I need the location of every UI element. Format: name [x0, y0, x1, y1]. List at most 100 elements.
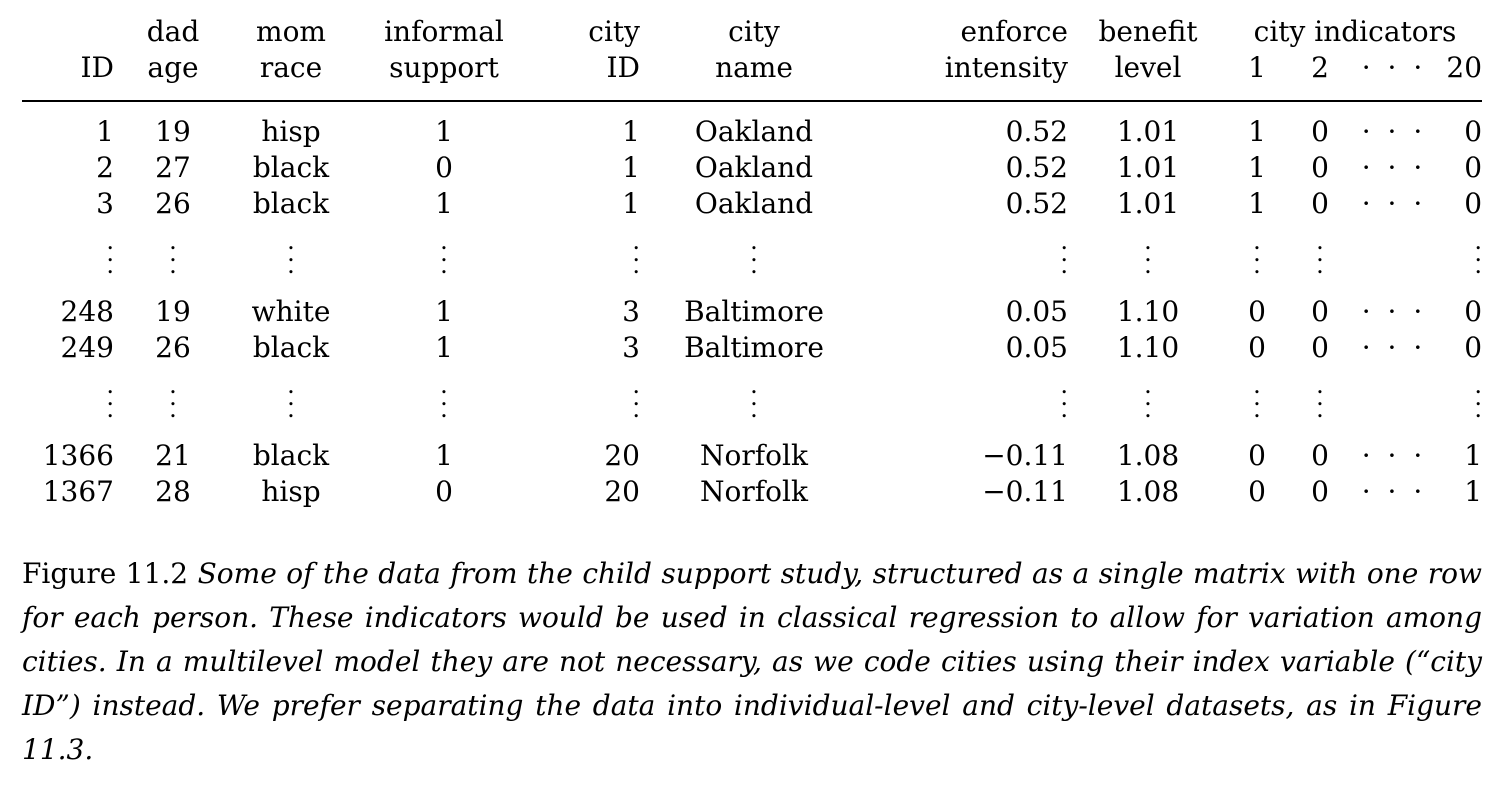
header-indicator-ellipsis: · · · — [1354, 50, 1434, 102]
cell-dad-age: 19 — [155, 295, 191, 328]
table-header: dad mom informal city city enforce benef… — [22, 14, 1483, 102]
vertical-dots-glyph: ... — [1474, 370, 1483, 423]
cell-indicator-2: 0 — [1311, 331, 1329, 364]
vertical-dots-glyph: ... — [1474, 226, 1483, 279]
cell-indicator-ellipsis: · · · — [1361, 475, 1427, 508]
cell-city-id: 1 — [622, 187, 640, 220]
cell-indicator-2: 0 — [1311, 295, 1329, 328]
cell-benefit-level: 1.08 — [1116, 475, 1180, 508]
header-enforce-top: enforce — [960, 15, 1068, 48]
cell-enforce-intensity: 0.52 — [1005, 151, 1068, 184]
vertical-dots-glyph: ... — [1253, 370, 1261, 423]
header-city-name-top: city — [728, 15, 780, 48]
cell-informal-support: 1 — [435, 439, 453, 472]
vertical-ellipsis: ... — [232, 366, 350, 438]
vertical-dots-glyph: ... — [287, 370, 295, 423]
cell-benefit-level: 1.08 — [1116, 439, 1180, 472]
cell-id: 3 — [96, 187, 114, 220]
vertical-dots-glyph: ... — [1316, 370, 1324, 423]
cell-informal-support: 1 — [435, 115, 453, 148]
cell-id: 248 — [60, 295, 114, 328]
ellipsis-row: ................................. — [22, 222, 1482, 294]
vertical-dots-glyph: ... — [440, 226, 448, 279]
vertical-dots-glyph: ... — [632, 370, 640, 423]
vertical-ellipsis: ... — [640, 222, 868, 294]
figure-caption: Figure 11.2 Some of the data from the ch… — [22, 552, 1482, 772]
vertical-dots-glyph: ... — [440, 370, 448, 423]
cell-benefit-level: 1.01 — [1116, 115, 1180, 148]
caption-label: Figure 11.2 — [22, 557, 189, 590]
ellipsis-row: ................................. — [22, 366, 1482, 438]
header-dad-top: dad — [146, 15, 200, 48]
cell-informal-support: 0 — [435, 475, 453, 508]
header-informal-top: informal — [384, 15, 504, 48]
cell-id: 1367 — [42, 475, 114, 508]
table-row: 2 27 black 0 1 Oakland 0.52 1.01 1 0 · · · 0 — [22, 150, 1482, 186]
vertical-ellipsis: ... — [350, 366, 538, 438]
header-city-top: city — [588, 15, 640, 48]
table-row: 248 19 white 1 3 Baltimore 0.05 1.10 0 0 · · · 0 — [22, 294, 1482, 330]
cell-city-name: Norfolk — [700, 439, 808, 472]
vertical-dots-glyph: ... — [1060, 370, 1068, 423]
data-table-container: dad mom informal city city enforce benef… — [22, 14, 1483, 510]
cell-indicator-1: 0 — [1248, 331, 1266, 364]
cell-dad-age: 19 — [155, 115, 191, 148]
empty-cell — [1354, 222, 1434, 294]
cell-indicator-20: 0 — [1464, 331, 1483, 364]
caption-text: Some of the data from the child support … — [22, 557, 1482, 766]
header-indicator-20: 20 — [1434, 50, 1483, 102]
cell-dad-age: 26 — [155, 331, 191, 364]
cell-city-id: 20 — [604, 439, 640, 472]
vertical-ellipsis: ... — [1434, 366, 1482, 438]
cell-city-name: Oakland — [694, 187, 814, 220]
cell-indicator-2: 0 — [1311, 475, 1329, 508]
vertical-ellipsis: ... — [868, 222, 1068, 294]
cell-informal-support: 1 — [435, 331, 453, 364]
cell-indicator-ellipsis: · · · — [1361, 115, 1427, 148]
header-city-indicators: city indicators — [1253, 15, 1457, 48]
table-row: 1 19 hisp 1 1 Oakland 0.52 1.01 1 0 · · · 0 — [22, 101, 1482, 150]
header-benefit-top: benefit — [1098, 15, 1198, 48]
vertical-dots-glyph: ... — [169, 226, 177, 279]
cell-mom-race: black — [252, 331, 330, 364]
cell-mom-race: hisp — [261, 115, 321, 148]
cell-dad-age: 27 — [155, 151, 191, 184]
header-benefit-level: level — [1068, 50, 1228, 102]
cell-mom-race: black — [252, 187, 330, 220]
cell-city-name: Oakland — [694, 115, 814, 148]
cell-indicator-20: 1 — [1464, 439, 1483, 472]
cell-indicator-ellipsis: · · · — [1361, 331, 1427, 364]
cell-indicator-ellipsis: · · · — [1361, 439, 1427, 472]
cell-indicator-1: 1 — [1248, 151, 1266, 184]
cell-benefit-level: 1.10 — [1116, 331, 1180, 364]
cell-indicator-1: 0 — [1248, 475, 1266, 508]
cell-enforce-intensity: 0.05 — [1005, 331, 1068, 364]
cell-mom-race: hisp — [261, 475, 321, 508]
cell-id: 1 — [96, 115, 114, 148]
cell-city-name: Baltimore — [684, 331, 824, 364]
vertical-ellipsis: ... — [640, 366, 868, 438]
cell-indicator-2: 0 — [1311, 439, 1329, 472]
cell-city-id: 1 — [622, 115, 640, 148]
table-row: 3 26 black 1 1 Oakland 0.52 1.01 1 0 · · · 0 — [22, 186, 1482, 222]
vertical-dots-glyph: ... — [1144, 226, 1152, 279]
cell-indicator-ellipsis: · · · — [1361, 187, 1427, 220]
cell-indicator-1: 1 — [1248, 187, 1266, 220]
cell-city-id: 1 — [622, 151, 640, 184]
cell-indicator-20: 0 — [1464, 187, 1483, 220]
header-dad-age: age — [114, 50, 232, 102]
vertical-dots-glyph: ... — [287, 226, 295, 279]
cell-mom-race: black — [252, 439, 330, 472]
cell-indicator-20: 1 — [1464, 475, 1483, 508]
cell-benefit-level: 1.01 — [1116, 151, 1180, 184]
cell-indicator-20: 0 — [1464, 115, 1483, 148]
cell-indicator-2: 0 — [1311, 187, 1329, 220]
vertical-dots-glyph: ... — [106, 226, 114, 279]
vertical-dots-glyph: ... — [1060, 226, 1068, 279]
cell-indicator-1: 0 — [1248, 439, 1266, 472]
vertical-ellipsis: ... — [1434, 222, 1482, 294]
cell-id: 2 — [96, 151, 114, 184]
header-mom-race: race — [232, 50, 350, 102]
cell-indicator-ellipsis: · · · — [1361, 295, 1427, 328]
header-enforce-intensity: intensity — [868, 50, 1068, 102]
